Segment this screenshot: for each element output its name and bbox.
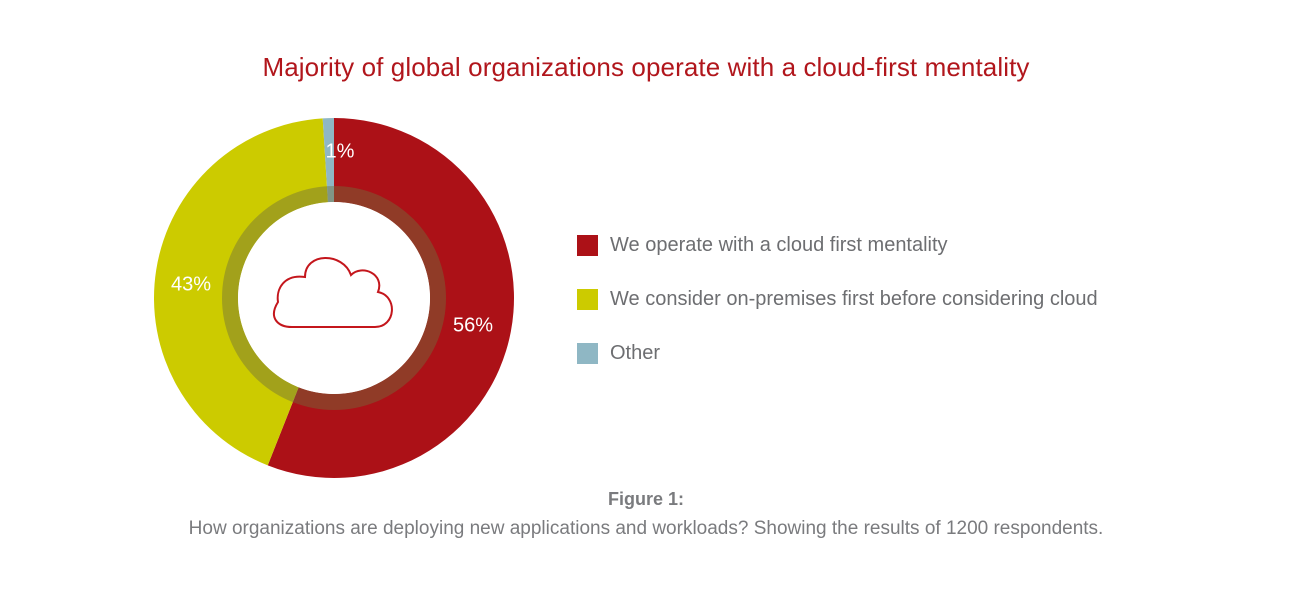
slice-cloud-first	[267, 118, 514, 479]
slice-labels: 56% 43% 1%	[171, 140, 493, 336]
donut-slices	[153, 118, 514, 479]
inner-hole	[238, 202, 430, 394]
slice-label-cloud-first: 56%	[453, 314, 493, 336]
chart-title: Majority of global organizations operate…	[262, 52, 1030, 82]
inner-ring	[222, 186, 446, 410]
legend-swatch	[577, 234, 598, 256]
slice-label-other: 1%	[326, 140, 355, 162]
legend-item-on-premises-first: We consider on-premises first before con…	[577, 284, 1098, 314]
slice-label-on-premises-first: 43%	[171, 273, 211, 295]
legend-label: We operate with a cloud first mentality	[610, 233, 948, 256]
legend-item-other: Other	[577, 338, 1098, 368]
legend-item-cloud-first: We operate with a cloud first mentality	[577, 230, 1098, 260]
figure-caption-label: Figure 1:	[607, 489, 684, 509]
legend: We operate with a cloud first mentality …	[577, 230, 1098, 392]
legend-swatch	[577, 288, 598, 310]
legend-swatch	[577, 342, 598, 364]
cloud-icon	[273, 257, 393, 328]
legend-label: Other	[610, 341, 661, 364]
legend-label: We consider on-premises first before con…	[610, 287, 1098, 310]
slice-other	[322, 118, 334, 203]
slice-on-premises-first	[153, 118, 328, 466]
figure-caption-text: How organizations are deploying new appl…	[188, 518, 1104, 539]
